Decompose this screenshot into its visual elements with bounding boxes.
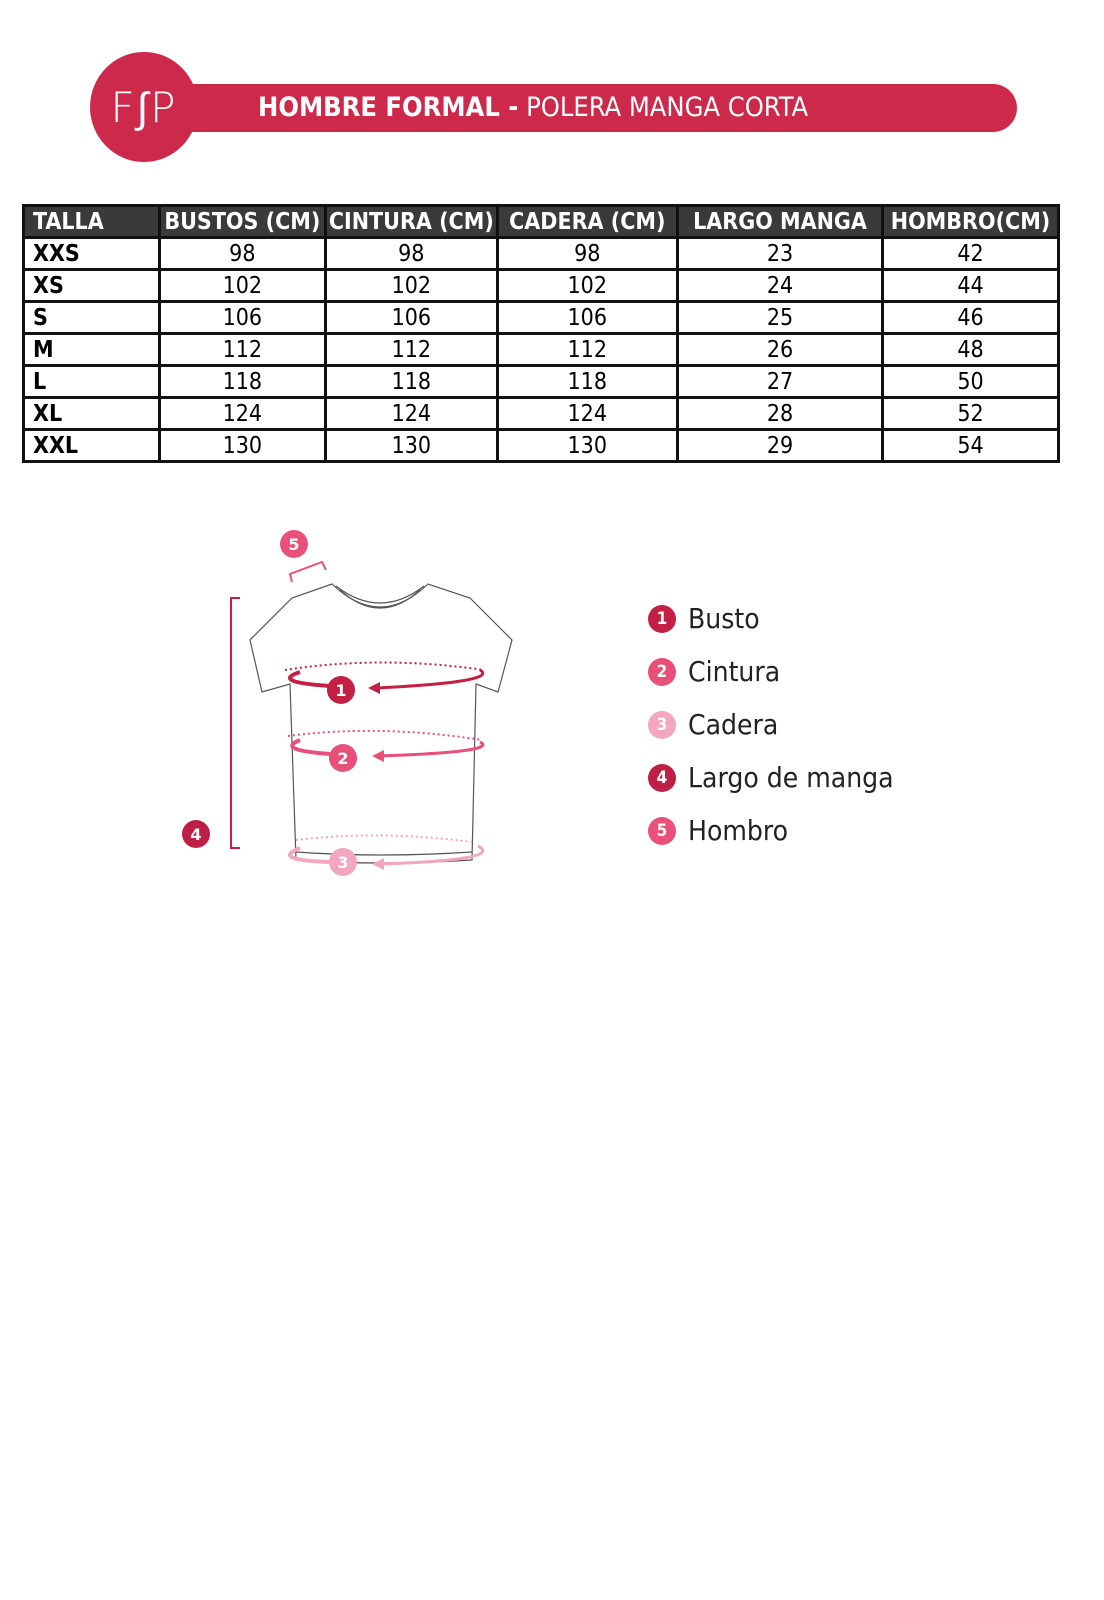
shoulder-bracket — [288, 560, 327, 583]
title-light: POLERA MANGA CORTA — [526, 92, 809, 123]
value-cell: 124 — [157, 396, 328, 431]
value-cell: 26 — [675, 332, 885, 367]
legend-number-badge: 4 — [648, 763, 676, 792]
size-cell: L — [22, 364, 161, 399]
value-cell: 118 — [495, 364, 679, 399]
table-row: XXL 130 130 130 29 54 — [22, 428, 1060, 463]
bust-ring — [284, 661, 485, 704]
table-row: M 112 112 112 26 48 — [22, 332, 1060, 367]
value-cell: 124 — [324, 396, 499, 431]
table-row: S 106 106 106 25 46 — [22, 300, 1060, 335]
legend-item: 3 Cadera — [648, 698, 894, 751]
legend-label: Cintura — [688, 655, 781, 688]
value-cell: 52 — [881, 396, 1060, 431]
value-cell: 44 — [881, 268, 1060, 303]
column-header: BUSTOS (CM) — [157, 204, 328, 239]
table-row: XXS 98 98 98 23 42 — [22, 236, 1060, 271]
marker-5 — [280, 530, 308, 558]
size-cell: S — [22, 300, 161, 335]
value-cell: 130 — [495, 428, 679, 463]
legend-label: Cadera — [688, 708, 779, 741]
column-header: TALLA — [22, 204, 161, 239]
legend-number-badge: 2 — [648, 657, 676, 686]
table-row: XL 124 124 124 28 52 — [22, 396, 1060, 431]
value-cell: 130 — [324, 428, 499, 463]
value-cell: 112 — [495, 332, 679, 367]
table-row: XS 102 102 102 24 44 — [22, 268, 1060, 303]
legend-number-badge: 5 — [648, 816, 676, 845]
length-bracket — [230, 597, 240, 849]
column-header: LARGO MANGA — [675, 204, 885, 239]
value-cell: 102 — [157, 268, 328, 303]
value-cell: 29 — [675, 428, 885, 463]
column-header: HOMBRO(CM) — [881, 204, 1060, 239]
value-cell: 106 — [324, 300, 499, 335]
table-header-row: TALLA BUSTOS (CM) CINTURA (CM) CADERA (CM) L… — [22, 204, 1060, 239]
legend-label: Busto — [688, 602, 760, 635]
value-cell: 50 — [881, 364, 1060, 399]
title-bold: HOMBRE FORMAL - — [258, 92, 519, 123]
column-header: CINTURA (CM) — [324, 204, 499, 239]
size-cell: XS — [22, 268, 161, 303]
value-cell: 46 — [881, 300, 1060, 335]
legend-number-badge: 1 — [648, 604, 676, 633]
marker-3-label: 3 — [337, 853, 348, 872]
value-cell: 24 — [675, 268, 885, 303]
value-cell: 112 — [157, 332, 328, 367]
size-cell: M — [22, 332, 161, 367]
value-cell: 23 — [675, 236, 885, 271]
size-cell: XL — [22, 396, 161, 431]
legend-item: 4 Largo de manga — [648, 751, 894, 804]
table-row: L 118 118 118 27 50 — [22, 364, 1060, 399]
legend-label: Largo de manga — [688, 761, 894, 794]
marker-2-label: 2 — [337, 749, 348, 768]
marker-4-label: 4 — [190, 825, 201, 844]
tshirt-outline — [249, 583, 513, 864]
marker-4 — [182, 820, 210, 848]
value-cell: 98 — [157, 236, 328, 271]
marker-1 — [327, 676, 355, 704]
legend-number-badge: 3 — [648, 710, 676, 739]
value-cell: 54 — [881, 428, 1060, 463]
legend-item: 1 Busto — [648, 592, 894, 645]
value-cell: 124 — [495, 396, 679, 431]
value-cell: 98 — [324, 236, 499, 271]
value-cell: 118 — [157, 364, 328, 399]
size-cell: XXS — [22, 236, 161, 271]
brand-logo: F∫P — [90, 52, 198, 162]
value-cell: 48 — [881, 332, 1060, 367]
size-cell: XXL — [22, 428, 161, 463]
value-cell: 118 — [324, 364, 499, 399]
size-table: TALLA BUSTOS (CM) CINTURA (CM) CADERA (CM) L… — [22, 204, 1060, 463]
marker-2 — [329, 744, 357, 772]
value-cell: 102 — [324, 268, 499, 303]
page-title: HOMBRE FORMAL - POLERA MANGA CORTA — [258, 92, 808, 123]
value-cell: 130 — [157, 428, 328, 463]
title-banner — [150, 84, 1017, 132]
marker-5-label: 5 — [288, 535, 299, 554]
value-cell: 102 — [495, 268, 679, 303]
measurement-legend: 1 Busto 2 Cintura 3 Cadera 4 Largo de manga 5 Hom… — [648, 592, 894, 857]
value-cell: 98 — [495, 236, 679, 271]
value-cell: 28 — [675, 396, 885, 431]
value-cell: 42 — [881, 236, 1060, 271]
legend-item: 5 Hombro — [648, 804, 894, 857]
column-header: CADERA (CM) — [495, 204, 679, 239]
legend-item: 2 Cintura — [648, 645, 894, 698]
value-cell: 25 — [675, 300, 885, 335]
value-cell: 106 — [157, 300, 328, 335]
value-cell: 112 — [324, 332, 499, 367]
value-cell: 106 — [495, 300, 679, 335]
legend-label: Hombro — [688, 814, 789, 847]
hip-ring — [288, 834, 485, 876]
value-cell: 27 — [675, 364, 885, 399]
marker-1-label: 1 — [335, 681, 346, 700]
marker-3 — [329, 848, 357, 876]
waist-ring — [287, 729, 485, 772]
